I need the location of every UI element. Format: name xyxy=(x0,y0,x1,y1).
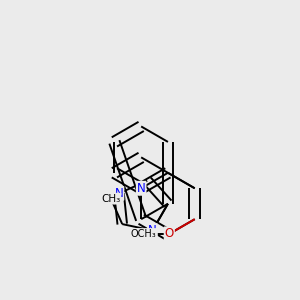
Text: N: N xyxy=(137,182,146,195)
Text: CH₃: CH₃ xyxy=(101,194,121,204)
Text: N: N xyxy=(115,187,123,200)
Text: N: N xyxy=(148,224,157,237)
Text: OCH₃: OCH₃ xyxy=(130,229,156,239)
Text: O: O xyxy=(165,227,174,240)
